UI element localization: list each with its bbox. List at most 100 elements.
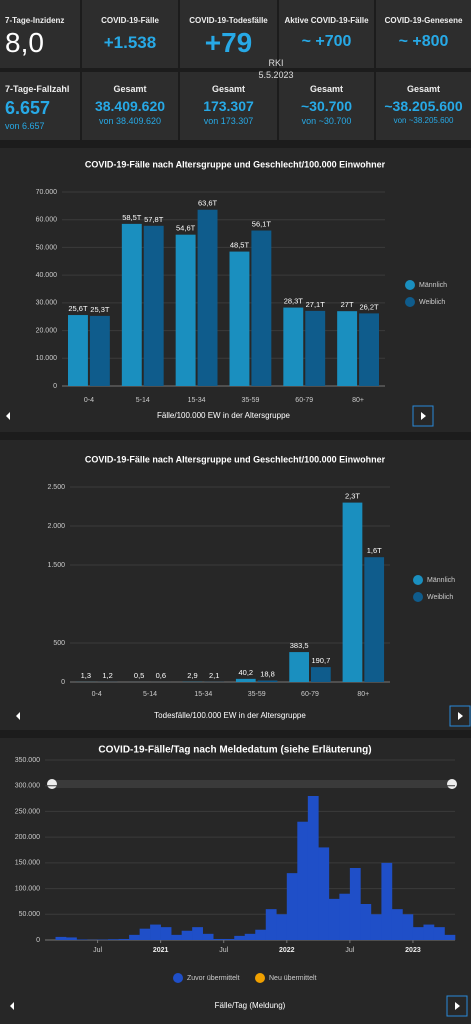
bar	[197, 209, 218, 386]
bar	[364, 557, 385, 682]
area-segment	[129, 934, 140, 940]
y-tick-label: 350.000	[15, 757, 40, 764]
y-tick-label: 250.000	[15, 808, 40, 815]
x-tick-label: 35-59	[241, 397, 259, 404]
tile-sub: von ~38.205.600	[393, 116, 454, 125]
area-segment	[171, 934, 182, 940]
range-slider[interactable]	[52, 780, 454, 788]
x-axis-label: Fälle/100.000 EW in der Altersgruppe	[157, 411, 291, 420]
nav-prev[interactable]	[10, 1002, 14, 1010]
nav-next[interactable]	[421, 412, 426, 420]
tile-title: COVID-19-Fälle	[101, 16, 159, 25]
kpi-tile: 7-Tage-Fallzahl 6.657 von 6.657	[0, 72, 80, 140]
chart-cases-age: COVID-19-Fälle nach Altersgruppe und Ges…	[0, 148, 471, 432]
nav-prev[interactable]	[6, 412, 10, 420]
tile-value: 173.307	[203, 98, 254, 114]
kpi-tile: COVID-19-Fälle +1.538	[82, 0, 178, 68]
nav-next[interactable]	[455, 1002, 460, 1010]
value-label: 1,3	[81, 671, 91, 680]
tile-title: 7-Tage-Fallzahl	[5, 84, 70, 94]
y-tick-label: 300.000	[15, 783, 40, 790]
kpi-tile: Gesamt 38.409.620 von 38.409.620	[82, 72, 178, 140]
bar	[67, 315, 88, 386]
y-tick-label: 40.000	[36, 272, 58, 279]
legend-swatch	[413, 592, 423, 602]
x-tick-label: 0-4	[84, 397, 94, 404]
kpi-tile: Aktive COVID-19-Fälle ~ +700	[279, 0, 374, 68]
legend-swatch	[255, 973, 265, 983]
y-tick-label: 0	[61, 679, 65, 686]
area-segment	[139, 928, 151, 940]
slider-handle[interactable]	[47, 779, 57, 789]
source-name: RKI	[268, 58, 284, 68]
bar	[311, 667, 331, 682]
bar	[175, 234, 196, 386]
tile-title: Gesamt	[406, 84, 441, 94]
nav-next[interactable]	[458, 712, 463, 720]
area-segment	[286, 873, 298, 940]
bar	[143, 225, 164, 386]
tile-title: COVID-19-Todesfälle	[189, 16, 268, 25]
y-tick-label: 30.000	[36, 300, 58, 307]
area-segment	[55, 936, 67, 940]
x-tick-label: 60-79	[301, 691, 319, 698]
value-label: 28,3T	[284, 297, 304, 306]
chart-deaths-age: COVID-19-Fälle nach Altersgruppe und Ges…	[0, 440, 471, 730]
legend-label: Zuvor übermittelt	[187, 975, 240, 982]
y-tick-label: 2.500	[47, 484, 65, 491]
area-segment	[318, 847, 330, 940]
value-label: 383,5	[290, 641, 309, 650]
area-segment	[433, 927, 445, 940]
nav-prev[interactable]	[16, 712, 20, 720]
tile-value: +1.538	[103, 33, 157, 52]
nav-next-box[interactable]	[449, 705, 471, 727]
area-segment	[402, 914, 414, 940]
source-date: 5.5.2023	[258, 70, 294, 80]
legend-label: Weiblich	[419, 299, 445, 306]
bar	[235, 678, 256, 682]
area-segment	[108, 939, 119, 940]
bar	[359, 313, 380, 386]
x-axis-label: Fälle/Tag (Meldung)	[215, 1001, 286, 1010]
x-tick-label: Jul	[345, 947, 354, 954]
area-segment	[244, 933, 256, 940]
value-label: 190,7	[311, 656, 330, 665]
area-segment	[297, 821, 309, 940]
area-segment	[307, 796, 319, 940]
tile-title: COVID-19-Genesene	[384, 16, 463, 25]
value-label: 2,3T	[345, 492, 360, 501]
kpi-tile: Gesamt ~30.700 von ~30.700	[279, 72, 374, 140]
value-label: 0,5	[134, 671, 144, 680]
area-segment	[181, 930, 193, 940]
value-label: 54,6T	[176, 224, 196, 233]
legend-swatch	[413, 575, 423, 585]
bar	[229, 251, 250, 386]
x-tick-label: 80+	[357, 691, 369, 698]
area-segment	[265, 909, 277, 940]
value-label: 40,2	[238, 668, 253, 677]
value-label: 1,2	[102, 671, 112, 680]
y-tick-label: 0	[53, 383, 57, 390]
tile-value: 8,0	[5, 27, 44, 58]
x-tick-label: 15-34	[188, 397, 206, 404]
area-segment	[118, 938, 130, 940]
nav-next-box[interactable]	[446, 995, 468, 1017]
legend-label: Männlich	[427, 577, 455, 584]
bar	[337, 311, 358, 386]
tile-title: Gesamt	[113, 84, 147, 94]
legend-label: Männlich	[419, 282, 447, 289]
area-segment	[255, 929, 267, 940]
nav-next-box[interactable]	[412, 405, 434, 427]
area-segment	[76, 939, 88, 940]
area-segment	[370, 914, 382, 940]
x-tick-label: 35-59	[248, 691, 266, 698]
kpi-tile: COVID-19-Genesene ~ +800	[376, 0, 471, 68]
slider-handle[interactable]	[447, 779, 457, 789]
x-tick-label: Jul	[93, 947, 102, 954]
x-tick-label: 80+	[352, 397, 364, 404]
x-tick-label: Jul	[219, 947, 228, 954]
y-tick-label: 500	[53, 640, 65, 647]
value-label: 25,6T	[68, 304, 88, 313]
y-tick-label: 100.000	[15, 885, 40, 892]
